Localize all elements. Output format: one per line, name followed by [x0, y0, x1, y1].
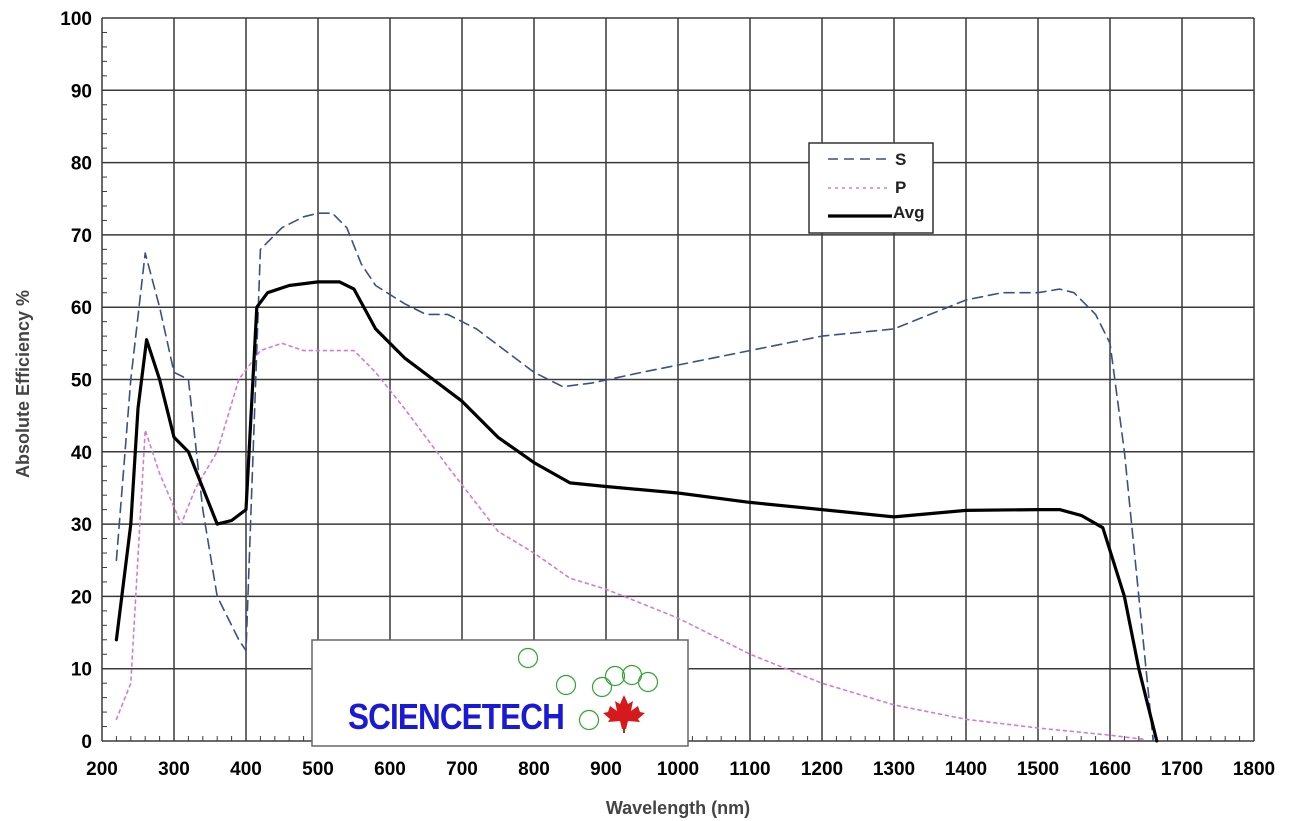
logo-text: SCIENCETECH: [348, 696, 564, 737]
x-tick-label: 1800: [1233, 759, 1275, 780]
maple-leaf-icon: [603, 695, 645, 729]
y-axis-label: Absolute Efficiency %: [13, 290, 33, 478]
y-tick-label: 50: [71, 371, 92, 392]
x-tick-label: 1500: [1017, 759, 1059, 780]
x-tick-label: 200: [86, 759, 118, 780]
x-tick-label: 1100: [729, 759, 770, 780]
series-line-p: [115, 342, 1147, 741]
sciencetech-logo: SCIENCETECH: [311, 639, 689, 747]
y-tick-label: 70: [71, 226, 92, 247]
legend-label-s: S: [895, 150, 906, 169]
x-axis-label: Wavelength (nm): [606, 798, 750, 818]
x-tick-label: 1700: [1161, 759, 1203, 780]
series-lines: [114, 212, 1159, 743]
y-tick-label: 100: [60, 9, 92, 30]
x-tick-label: 1000: [657, 759, 699, 780]
minor-ticks: [102, 31, 1241, 741]
x-tick-label: 400: [230, 759, 262, 780]
x-tick-label: 500: [302, 759, 334, 780]
x-tick-label: 1400: [945, 759, 987, 780]
legend-label-p: P: [895, 178, 906, 197]
x-tick-label: 1200: [801, 759, 843, 780]
x-tick-label: 900: [590, 759, 622, 780]
y-tick-label: 40: [71, 443, 92, 464]
bubbles-icon: [517, 647, 659, 731]
x-tick-label: 600: [374, 759, 406, 780]
grid-lines: [101, 17, 1255, 742]
series-line-avg: [114, 280, 1159, 743]
y-tick-label: 30: [71, 515, 92, 536]
legend: S P Avg: [808, 142, 934, 234]
y-tick-label: 10: [71, 660, 92, 681]
y-tick-labels: 0 10 20 30 40 50 60 70 80 90 100: [60, 9, 92, 753]
y-tick-label: 60: [71, 298, 92, 319]
x-tick-label: 700: [446, 759, 478, 780]
y-tick-label: 20: [71, 587, 92, 608]
y-tick-label: 0: [81, 732, 92, 753]
y-tick-label: 80: [71, 154, 92, 175]
series-line-s: [115, 212, 1154, 742]
x-tick-label: 300: [158, 759, 190, 780]
legend-label-avg: Avg: [893, 203, 925, 222]
x-tick-labels: 200 300 400 500 600 700 800 900 1000 1100 1200 1300…: [86, 759, 1275, 780]
x-tick-label: 1300: [873, 759, 915, 780]
x-tick-label: 1600: [1089, 759, 1131, 780]
x-tick-label: 800: [518, 759, 550, 780]
y-tick-label: 90: [71, 81, 92, 102]
